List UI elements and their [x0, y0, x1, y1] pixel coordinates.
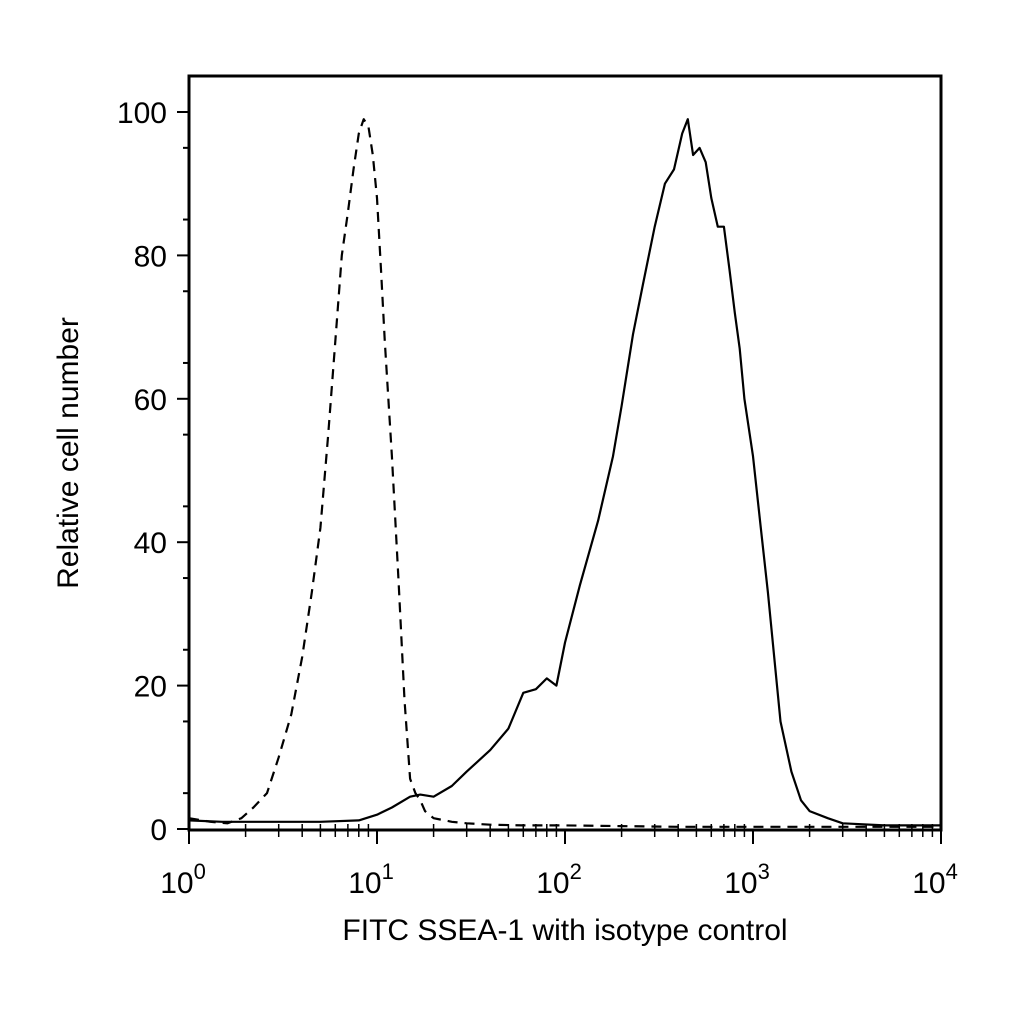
x-tick-label: 100	[160, 859, 206, 900]
y-tick-label: 60	[134, 384, 167, 417]
y-axis-title: Relative cell number	[52, 317, 85, 589]
y-tick-label: 100	[117, 97, 167, 130]
ssea1-line	[188, 118, 941, 827]
series-layer	[188, 118, 941, 828]
plot-frame	[187, 74, 943, 832]
x-tick-label: 102	[536, 859, 582, 900]
isotype-control-line	[188, 118, 941, 828]
x-tick-label: 103	[724, 859, 770, 900]
x-tick-label: 101	[348, 859, 394, 900]
y-tick-label: 40	[134, 527, 167, 560]
x-axis: 100 101 102 103 104	[160, 824, 958, 900]
y-tick-label: 0	[150, 814, 167, 847]
x-axis-title: FITC SSEA-1 with isotype control	[342, 914, 787, 947]
y-tick-label: 80	[134, 240, 167, 273]
x-tick-label: 104	[912, 859, 958, 900]
y-tick-label: 20	[134, 671, 167, 704]
y-axis: 0 20 40 60 80 100	[117, 97, 189, 847]
